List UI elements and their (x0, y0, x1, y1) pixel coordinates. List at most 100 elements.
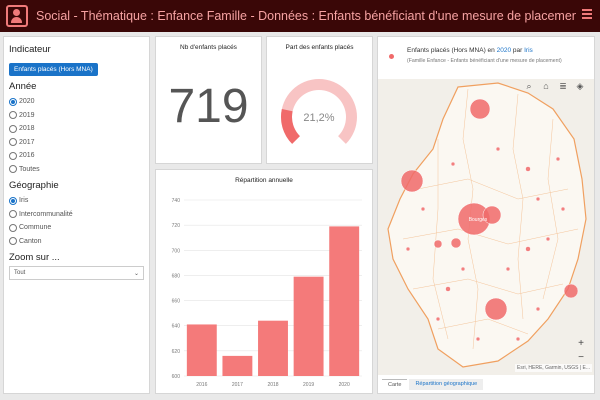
y-tick-label: 700 (172, 248, 181, 254)
y-tick-label: 720 (172, 223, 181, 229)
map-attribution: Esri, HERE, Garmin, USGS | E... (515, 364, 592, 372)
geographie-option[interactable]: Intercommunalité (9, 208, 144, 222)
count-title: Nb d'enfants placés (180, 44, 237, 51)
bar-2019[interactable] (293, 276, 324, 376)
map-circles (400, 98, 579, 342)
map-legend: Enfants placés (Hors MNA) en 2020 par Ir… (381, 40, 593, 74)
annee-option-label: 2016 (19, 152, 35, 160)
geographie-option[interactable]: Commune (9, 221, 144, 235)
bar-chart: Répartition annuelle 600 620 640 660 680 700 7… (172, 177, 362, 388)
pct-gauge: 21,2% (281, 79, 357, 144)
geographie-option-label: Canton (19, 237, 42, 245)
annee-option[interactable]: 2020 (9, 95, 144, 109)
count-tile: Nb d'enfants placés 719 (155, 36, 262, 164)
geographie-option-label: Iris (19, 197, 29, 205)
x-tick-label: 2018 (267, 382, 278, 388)
annee-option[interactable]: 2016 (9, 149, 144, 163)
bar-2020[interactable] (329, 226, 360, 376)
indicateur-title: Indicateur (9, 44, 51, 55)
legend-title: Enfants placés (Hors MNA) en 2020 par Ir… (407, 47, 533, 54)
user-group-icon (6, 5, 28, 27)
radio-button[interactable] (9, 138, 17, 147)
zoom-title: Zoom sur ... (9, 252, 60, 263)
annee-option-label: 2017 (19, 138, 35, 146)
chart-tile: Répartition annuelle 600 620 640 660 680 700 7… (155, 169, 373, 394)
home-icon[interactable]: ⌂ (543, 81, 549, 91)
indicateur-chip[interactable]: Enfants placés (Hors MNA) (9, 63, 98, 76)
radio-button[interactable] (9, 111, 17, 120)
map-canvas[interactable]: Bourges (378, 79, 594, 375)
annee-option[interactable]: 2017 (9, 136, 144, 150)
x-tick-label: 2017 (232, 382, 243, 388)
geographie-option-label: Intercommunalité (19, 210, 73, 218)
selectors-panel: Indicateur Enfants placés (Hors MNA) Ann… (3, 36, 150, 394)
y-tick-label: 740 (172, 198, 181, 204)
annee-option[interactable]: 2018 (9, 122, 144, 136)
commune-boundaries (402, 88, 579, 350)
pct-tile: Part des enfants placés 21,2% (266, 36, 373, 164)
geographie-title: Géographie (9, 180, 59, 191)
geographie-option-label: Commune (19, 224, 52, 232)
annee-option[interactable]: 2019 (9, 109, 144, 123)
radio-button[interactable] (9, 124, 17, 133)
city-label: Bourges (469, 217, 488, 223)
legend-by: par (512, 47, 523, 54)
search-icon[interactable]: ⌕ (526, 81, 532, 91)
y-tick-label: 620 (172, 349, 181, 355)
x-tick-label: 2019 (303, 382, 314, 388)
geographie-option[interactable]: Canton (9, 235, 144, 249)
radio-button[interactable] (9, 151, 17, 160)
menu-icon[interactable] (582, 9, 592, 21)
pct-value: 21,2% (303, 112, 334, 124)
zoom-in-button[interactable]: + (578, 338, 584, 349)
bar-2017[interactable] (222, 355, 253, 376)
zoom-select[interactable]: Tout ⌄ (9, 266, 144, 280)
bar-2018[interactable] (258, 320, 288, 376)
count-value: 719 (168, 80, 249, 133)
map-tabs: Carte Répartition géographique (382, 379, 484, 390)
y-tick-label: 680 (172, 273, 181, 279)
gauge-fill (281, 108, 300, 144)
zoom-out-button[interactable]: − (578, 352, 584, 363)
annee-title: Année (9, 81, 37, 92)
map-svg: Bourges (387, 82, 587, 368)
radio-button[interactable] (9, 210, 17, 219)
annee-option-label: Toutes (19, 165, 40, 173)
legend-subtitle: (Famille Enfance - Enfants bénéficiant d… (407, 58, 562, 64)
y-tick-label: 640 (172, 324, 181, 330)
annee-option-label: 2018 (19, 125, 35, 133)
pct-title: Part des enfants placés (285, 44, 354, 51)
annee-option[interactable]: Toutes (9, 163, 144, 177)
radio-button[interactable] (9, 237, 17, 246)
page-title: Social - Thématique : Enfance Famille - … (36, 9, 576, 23)
list-icon[interactable]: ≣ (559, 81, 567, 91)
chart-title: Répartition annuelle (235, 177, 293, 184)
annee-option-label: 2019 (19, 111, 35, 119)
radio-button[interactable] (9, 223, 17, 232)
zoom-controls: + − (574, 337, 588, 365)
y-tick-label: 600 (172, 374, 181, 380)
annee-option-label: 2020 (19, 98, 35, 106)
map-tile: Enfants placés (Hors MNA) en 2020 par Ir… (377, 36, 595, 394)
zoom-select-value: Tout (14, 270, 26, 276)
y-tick-label: 660 (172, 299, 181, 305)
tab-carte[interactable]: Carte (382, 379, 408, 390)
legend-year: 2020 (496, 47, 512, 54)
geographie-option[interactable]: Iris (9, 194, 144, 208)
radio-button[interactable] (9, 196, 17, 205)
radio-button[interactable] (9, 97, 17, 106)
annee-radio-group: 2020 2019 2018 2017 2016 Toutes (9, 95, 144, 176)
app-header: Social - Thématique : Enfance Famille - … (0, 0, 600, 32)
x-tick-label: 2020 (339, 382, 350, 388)
legend-dot (389, 54, 394, 59)
bar-2016[interactable] (186, 324, 217, 376)
radio-button[interactable] (9, 165, 17, 174)
legend-title-pre: Enfants placés (Hors MNA) en (407, 47, 495, 54)
x-tick-label: 2016 (196, 382, 207, 388)
geographie-radio-group: Iris Intercommunalité Commune Canton (9, 194, 144, 248)
legend-geo: Iris (524, 47, 533, 54)
map-toolbar: ⌕ ⌂ ≣ ◈ (523, 81, 586, 92)
gauge-track (281, 79, 357, 144)
layers-icon[interactable]: ◈ (576, 81, 584, 91)
tab-repartition[interactable]: Répartition géographique (409, 379, 484, 390)
